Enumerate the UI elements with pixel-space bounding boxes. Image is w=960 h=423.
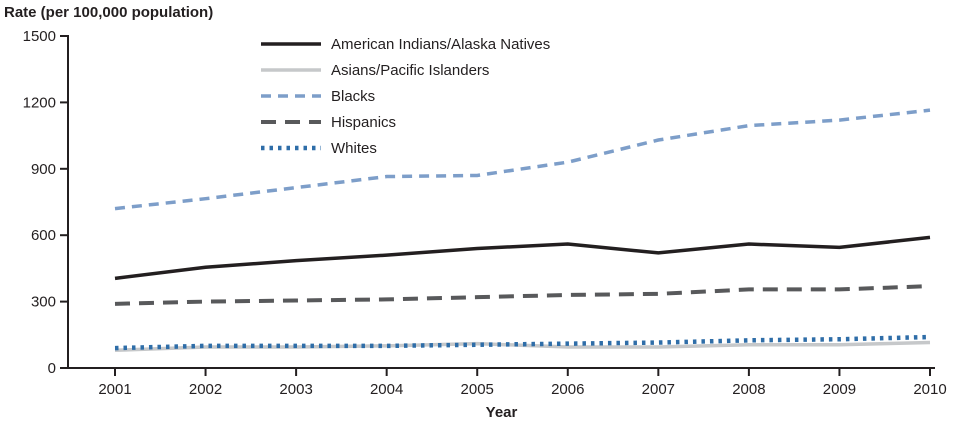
series-line-american-indians-alaska-natives [114,235,931,281]
legend-label-whites: Whites [331,139,377,157]
legend-item-asians-pacific-islanders: Asians/Pacific Islanders [260,57,550,83]
legend-line-hispanics-icon [261,120,321,124]
legend-line-whites-icon [261,145,321,151]
y-tick-label: 1200 [23,94,56,111]
x-tick-label: 2001 [98,381,131,398]
x-tick-label: 2004 [370,381,403,398]
y-axis-title: Rate (per 100,000 population) [4,4,214,21]
legend-label-blacks: Blacks [331,87,376,105]
legend-item-blacks: Blacks [260,83,550,109]
y-tick-label: 1500 [23,28,56,45]
x-axis-title: Year [485,404,518,421]
legend-item-whites: Whites [260,135,550,161]
y-tick-label: 300 [31,294,56,311]
legend-label-american-indians: American Indians/Alaska Natives [331,35,551,53]
y-tick-label: 0 [48,360,56,377]
legend-item-american-indians: American Indians/Alaska Natives [260,31,550,57]
series-line-hispanics [114,284,931,306]
x-tick-label: 2008 [732,381,765,398]
legend-item-hispanics: Hispanics [260,109,550,135]
legend-label-hispanics: Hispanics [331,113,397,131]
y-tick-label: 900 [31,161,56,178]
legend: American Indians/Alaska Natives Asians/P… [260,31,550,161]
legend-line-asians-pacific-islanders-icon [261,68,321,72]
x-tick-label: 2003 [279,381,312,398]
series-line-asians-pacific-islanders [114,340,931,353]
y-tick-label: 600 [31,227,56,244]
series-line-blacks [114,108,931,211]
x-tick-label: 2002 [189,381,222,398]
x-tick-label: 2010 [913,381,946,398]
x-tick-label: 2005 [461,381,494,398]
x-tick-label: 2006 [551,381,584,398]
x-tick-label: 2009 [823,381,856,398]
x-tick-label: 2007 [642,381,675,398]
legend-line-blacks-icon [261,94,321,98]
legend-line-american-indians-icon [261,42,321,46]
legend-label-asians-pacific-islanders: Asians/Pacific Islanders [331,61,490,79]
